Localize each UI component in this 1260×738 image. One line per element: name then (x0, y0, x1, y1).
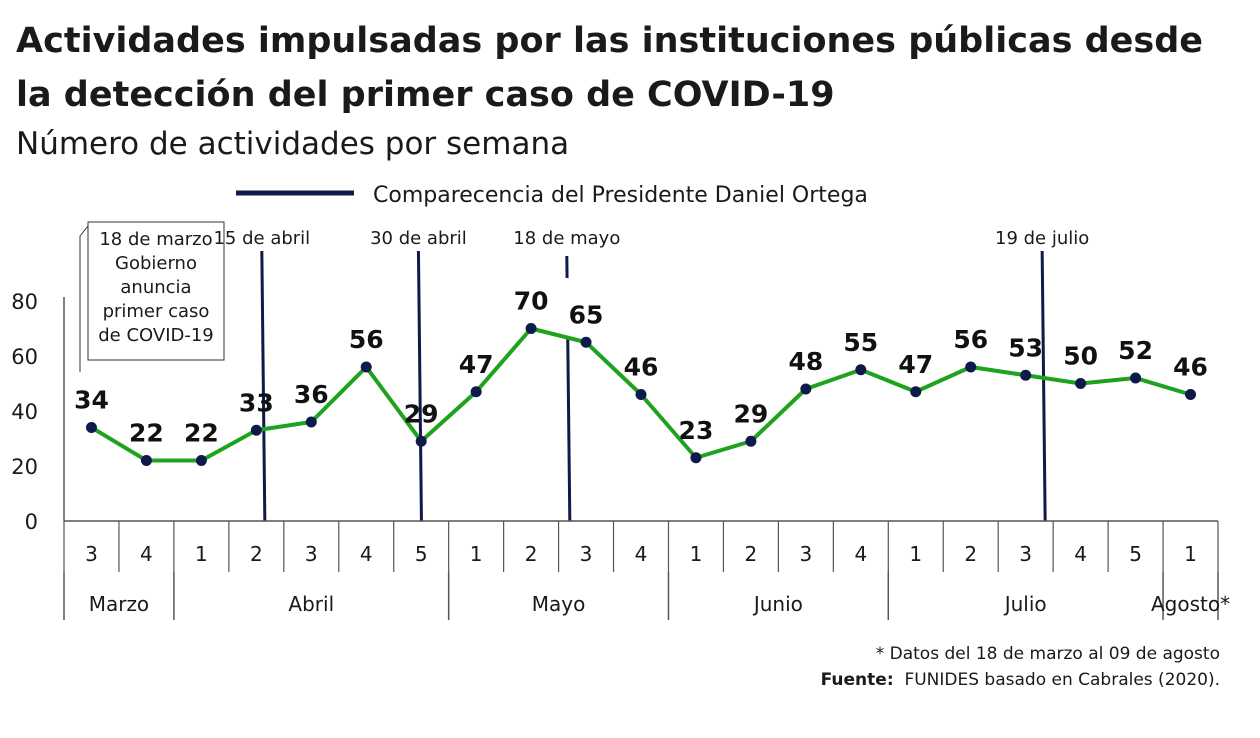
data-point (745, 436, 756, 447)
source-note: Fuente: FUNIDES basado en Cabrales (2020… (821, 670, 1220, 690)
series-activities: 34 22 22 33 36 56 29 47 70 65 46 23 29 48 55 47 56 53 50 52… (74, 287, 1208, 467)
footnote: * Datos del 18 de marzo al 09 de agosto (876, 644, 1220, 664)
data-point (86, 422, 97, 433)
data-point (636, 389, 647, 400)
data-point (800, 384, 811, 395)
data-label: 47 (898, 350, 933, 379)
x-tick-label: 2 (250, 542, 263, 566)
data-point (1130, 373, 1141, 384)
event-line (1042, 251, 1045, 521)
data-point (306, 417, 317, 428)
data-label: 65 (569, 300, 604, 329)
annotation-line: 18 de marzo (99, 229, 212, 250)
data-point (526, 323, 537, 334)
data-point (581, 337, 592, 348)
y-tick-label: 60 (11, 345, 38, 369)
data-label: 29 (404, 399, 439, 428)
x-tick-label: 1 (470, 542, 483, 566)
data-label: 55 (843, 328, 878, 357)
legend: Comparecencia del Presidente Daniel Orte… (236, 183, 868, 208)
data-point (361, 362, 372, 373)
data-label: 46 (1173, 353, 1208, 382)
source-label: Fuente: (821, 670, 894, 690)
annotation-line: anuncia (120, 277, 191, 298)
x-tick-label: 3 (580, 542, 593, 566)
event-label: 30 de abril (370, 228, 467, 249)
event-line (262, 251, 265, 521)
data-point (471, 386, 482, 397)
data-point (1075, 378, 1086, 389)
event-label: 19 de julio (995, 228, 1089, 249)
x-tick-label: 1 (1184, 542, 1197, 566)
data-label: 23 (679, 416, 714, 445)
month-label: Abril (288, 592, 334, 616)
x-tick-label: 3 (305, 542, 318, 566)
x-tick-label: 4 (360, 542, 373, 566)
x-axis: 3 4 1 2 3 4 5 1 2 3 4 1 2 3 4 1 2 3 4 5 1 Marzo Abril Mayo Junio… (64, 521, 1230, 620)
data-label: 47 (459, 350, 494, 379)
y-tick-label: 0 (25, 510, 38, 534)
data-label: 22 (129, 419, 164, 448)
annotation-first-case: 18 de marzo Gobierno anuncia primer caso de … (80, 222, 224, 372)
month-label: Marzo (89, 592, 149, 616)
annotation-line: Gobierno (115, 253, 197, 274)
line-chart: Comparecencia del Presidente Daniel Orte… (0, 0, 1260, 738)
x-tick-label: 3 (1019, 542, 1032, 566)
data-label: 56 (953, 325, 988, 354)
event-label: 18 de mayo (513, 228, 620, 249)
month-label: Junio (752, 592, 803, 616)
data-label: 46 (624, 353, 659, 382)
event-label: 15 de abril (213, 228, 310, 249)
y-axis: 0 20 40 60 80 (11, 290, 64, 534)
source-text: FUNIDES basado en Cabrales (2020). (904, 670, 1220, 690)
data-label: 53 (1008, 333, 1043, 362)
y-tick-label: 40 (11, 400, 38, 424)
annotation-line: de COVID-19 (98, 325, 214, 346)
month-label: Agosto* (1151, 592, 1230, 616)
data-label: 50 (1063, 342, 1098, 371)
data-point (251, 425, 262, 436)
x-tick-label: 5 (415, 542, 428, 566)
data-point (196, 455, 207, 466)
data-label: 22 (184, 419, 219, 448)
x-tick-label: 4 (635, 542, 648, 566)
x-tick-label: 1 (195, 542, 208, 566)
data-point (855, 364, 866, 375)
data-point (141, 455, 152, 466)
x-tick-label: 5 (1129, 542, 1142, 566)
x-tick-label: 2 (525, 542, 538, 566)
x-tick-label: 1 (909, 542, 922, 566)
legend-label: Comparecencia del Presidente Daniel Orte… (373, 183, 868, 208)
x-tick-label: 4 (140, 542, 153, 566)
data-label: 36 (294, 380, 329, 409)
data-label: 33 (239, 388, 274, 417)
month-label: Mayo (532, 592, 586, 616)
data-label: 48 (788, 347, 823, 376)
annotation-line: primer caso (103, 301, 210, 322)
data-point (910, 386, 921, 397)
data-point (690, 452, 701, 463)
data-label: 29 (734, 399, 769, 428)
data-point (1185, 389, 1196, 400)
data-point (965, 362, 976, 373)
y-tick-label: 80 (11, 290, 38, 314)
x-tick-label: 3 (799, 542, 812, 566)
data-point (416, 436, 427, 447)
data-label: 70 (514, 287, 549, 316)
x-tick-label: 2 (964, 542, 977, 566)
y-tick-label: 20 (11, 455, 38, 479)
data-label: 34 (74, 386, 109, 415)
x-tick-label: 3 (85, 542, 98, 566)
x-tick-label: 4 (854, 542, 867, 566)
data-label: 56 (349, 325, 384, 354)
x-tick-label: 1 (690, 542, 703, 566)
data-point (1020, 370, 1031, 381)
month-label: Julio (1003, 592, 1047, 616)
x-tick-label: 4 (1074, 542, 1087, 566)
x-tick-label: 2 (745, 542, 758, 566)
annotation-pointer (80, 226, 88, 372)
data-label: 52 (1118, 336, 1153, 365)
event-line (418, 251, 421, 521)
